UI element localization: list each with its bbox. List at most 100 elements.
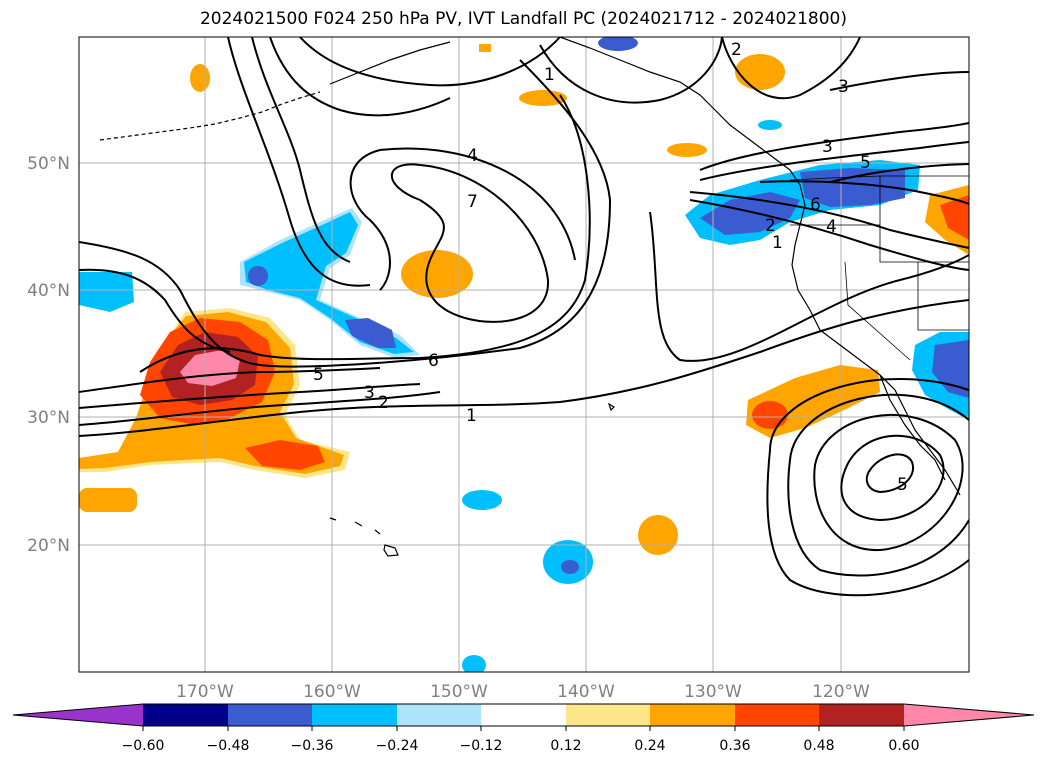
cool-shade-patch-b-core bbox=[561, 560, 579, 574]
colorbar-segment bbox=[819, 704, 904, 726]
colorbar-segment bbox=[481, 704, 566, 726]
lon-label-140w: 140°W bbox=[557, 682, 615, 702]
colorbar-extend-low bbox=[13, 704, 143, 726]
lat-label-50n: 50°N bbox=[27, 154, 70, 174]
contour-west-2 bbox=[79, 391, 441, 426]
lon-labels: 170°W 160°W 150°W 140°W 130°W 120°W bbox=[176, 682, 870, 702]
warm-shade-patch-2 bbox=[190, 64, 210, 92]
colorbar-segment bbox=[566, 704, 650, 726]
contour-north-b bbox=[539, 37, 723, 104]
warm-shade-patch-4 bbox=[519, 90, 567, 106]
contour-ne-4 bbox=[689, 199, 969, 271]
bc-coast bbox=[789, 169, 806, 266]
contour-label: 3 bbox=[822, 137, 833, 157]
colorbar-tick-label: 0.48 bbox=[803, 738, 834, 754]
colorbar-tick-label: 0.36 bbox=[719, 738, 750, 754]
contour-label: 6 bbox=[428, 351, 439, 371]
contour-ne-2 bbox=[699, 122, 969, 171]
lat-label-40n: 40°N bbox=[27, 281, 70, 301]
contour-label: 5 bbox=[860, 153, 871, 173]
warm-shade-patch-1 bbox=[79, 488, 137, 512]
contour-label: 3 bbox=[838, 77, 849, 97]
contour-upper-ridge-2 bbox=[79, 268, 231, 353]
contour-label: 1 bbox=[772, 233, 783, 253]
aleutian-islands bbox=[99, 91, 321, 141]
contour-label: 6 bbox=[810, 195, 821, 215]
cool-shade-top-2 bbox=[758, 120, 782, 130]
contour-label: 1 bbox=[466, 406, 477, 426]
colorbar-tick-label: −0.12 bbox=[460, 738, 503, 754]
contour-north-d bbox=[829, 71, 969, 91]
contour-label: 5 bbox=[897, 475, 908, 495]
warm-shade-patch-5 bbox=[735, 54, 785, 90]
contour-upper-ridge-1 bbox=[79, 59, 612, 368]
contour-trough-left-2 bbox=[251, 37, 351, 263]
warm-shade-patch-12 bbox=[479, 44, 491, 52]
contour-label: 1 bbox=[544, 65, 555, 85]
hawaii-islands bbox=[329, 517, 399, 557]
contour-trough-left bbox=[227, 37, 371, 287]
colorbar-tick-label: −0.36 bbox=[291, 738, 334, 754]
lon-label-130w: 130°W bbox=[684, 682, 742, 702]
contour-se-loop-2 bbox=[840, 434, 945, 522]
contour-ne-1 bbox=[649, 211, 969, 362]
colorbar-segment bbox=[397, 704, 481, 726]
contour-ne-5 bbox=[689, 191, 969, 249]
colorbar-segment bbox=[650, 704, 735, 726]
contour-label: 4 bbox=[467, 146, 478, 166]
contour-se-loop-1 bbox=[865, 453, 915, 494]
contour-west-6 bbox=[139, 94, 591, 373]
contour-loop-4 bbox=[349, 147, 576, 291]
state-borders bbox=[790, 176, 969, 361]
contour-west-1 bbox=[79, 299, 969, 437]
warm-shade-patch-3 bbox=[401, 250, 473, 298]
lat-label-30n: 30°N bbox=[27, 408, 70, 428]
colorbar-tick-label: −0.60 bbox=[122, 738, 165, 754]
warm-shade-patch-6 bbox=[667, 143, 707, 157]
cool-shade-main-blue bbox=[345, 318, 396, 348]
colorbar-tick-label: −0.48 bbox=[207, 738, 250, 754]
colorbar-tick-label: 0.12 bbox=[550, 738, 581, 754]
contour-west-5 bbox=[79, 367, 381, 393]
pv-contours bbox=[79, 37, 969, 597]
positive-pv-shading bbox=[79, 44, 969, 555]
colorbar-segment bbox=[143, 704, 228, 726]
baja-coast bbox=[879, 374, 946, 481]
contour-ne-6 bbox=[759, 180, 969, 205]
contour-label: 2 bbox=[731, 40, 742, 60]
contour-label: 4 bbox=[826, 217, 837, 237]
contour-loop-7 bbox=[390, 163, 550, 323]
map-frame bbox=[78, 36, 970, 673]
contour-label: 3 bbox=[364, 383, 375, 403]
contour-label: 7 bbox=[467, 192, 478, 212]
colorbar-tick-label: 0.24 bbox=[634, 738, 665, 754]
colorbar-extend-high bbox=[904, 704, 1034, 726]
colorbar: −0.60 −0.48 −0.36 −0.24 −0.12 0.12 0.24 … bbox=[12, 703, 1035, 754]
contour-ne-7 bbox=[829, 163, 969, 183]
cool-shade-patch-a bbox=[462, 490, 502, 510]
warm-shade-patch-11 bbox=[940, 195, 969, 240]
colorbar-segment bbox=[735, 704, 819, 726]
contour-trough-left-3 bbox=[269, 37, 451, 117]
cool-shade-west-edge bbox=[79, 272, 134, 312]
contour-north-c bbox=[721, 37, 861, 100]
cool-shade-ne-blue-2 bbox=[800, 168, 905, 207]
warm-shade-patch-7 bbox=[638, 515, 678, 555]
small-island bbox=[607, 402, 615, 412]
cool-shade-small-blue bbox=[248, 266, 268, 286]
colorbar-segment bbox=[312, 704, 397, 726]
colorbar-tick-label: −0.24 bbox=[376, 738, 419, 754]
warm-shade-south-red bbox=[245, 440, 325, 470]
lon-label-160w: 160°W bbox=[303, 682, 361, 702]
contour-se-loop-5 bbox=[766, 378, 969, 597]
contour-label: 2 bbox=[765, 216, 776, 236]
cool-shade-patch-c bbox=[462, 655, 486, 672]
coastlines bbox=[99, 37, 969, 557]
lon-label-120w: 120°W bbox=[812, 682, 870, 702]
contour-se-loop-4 bbox=[787, 393, 969, 577]
contour-label-group: 1 2 3 4 5 6 7 1 2 3 4 5 6 1 2 3 5 bbox=[313, 40, 908, 495]
contour-west-3 bbox=[79, 383, 421, 409]
negative-pv-shading bbox=[79, 37, 969, 672]
lon-label-170w: 170°W bbox=[176, 682, 234, 702]
